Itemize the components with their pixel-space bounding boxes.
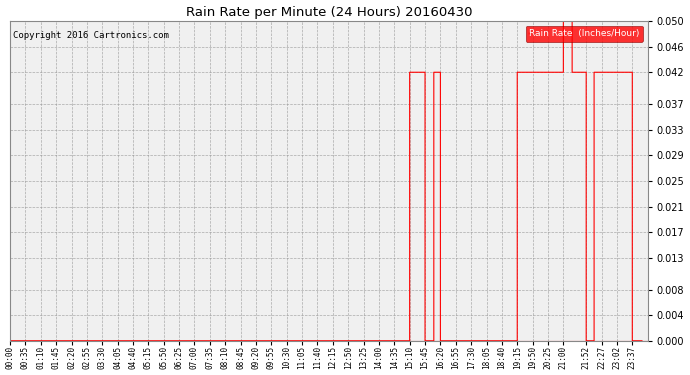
Text: Copyright 2016 Cartronics.com: Copyright 2016 Cartronics.com: [13, 31, 169, 40]
Legend: Rain Rate  (Inches/Hour): Rain Rate (Inches/Hour): [526, 26, 643, 42]
Title: Rain Rate per Minute (24 Hours) 20160430: Rain Rate per Minute (24 Hours) 20160430: [186, 6, 472, 18]
